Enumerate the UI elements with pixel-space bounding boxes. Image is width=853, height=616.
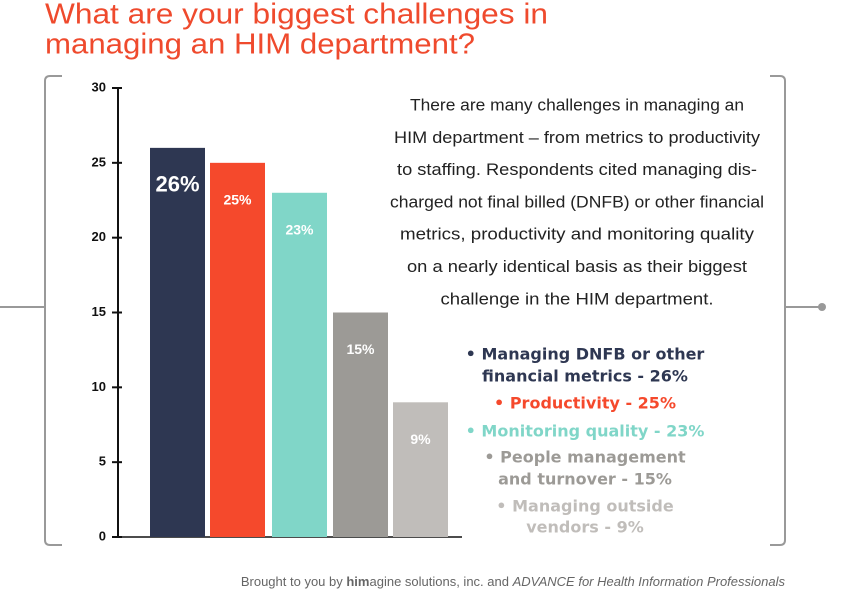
y-tick-label: 15 (92, 304, 106, 319)
legend-entry: financial metrics - 26% (482, 367, 688, 386)
right-bracket (770, 75, 786, 546)
bar (272, 192, 327, 537)
footer-publication: ADVANCE for Health Information Professio… (512, 574, 786, 589)
y-tick-label: 30 (92, 79, 106, 94)
legend-entry: • Managing DNFB or other (466, 345, 705, 364)
bar (150, 147, 205, 537)
bracket-frame (0, 75, 820, 546)
left-bracket (44, 75, 62, 546)
footer-text: Brought to you by (241, 574, 347, 589)
legend-entry: • People management (484, 448, 686, 467)
legend-entry: • Managing outside (496, 497, 674, 516)
description-line: challenge in the HIM department. (441, 289, 714, 308)
footer-brand: him (346, 574, 369, 589)
bar (210, 162, 265, 538)
legend-entry: • Monitoring quality - 23% (466, 422, 705, 441)
footer-text: agine solutions, inc. and (369, 574, 512, 589)
description-line: metrics, productivity and monitoring qua… (400, 225, 755, 244)
legend-entry: vendors - 9% (526, 518, 643, 537)
y-tick-label: 20 (92, 229, 106, 244)
y-tick-label: 10 (92, 379, 106, 394)
description-line: on a nearly identical basis as their big… (407, 257, 747, 276)
data-label: 25% (223, 192, 252, 208)
description-line: charged not final billed (DNFB) or other… (390, 192, 764, 211)
data-label: 9% (410, 431, 431, 447)
data-label: 15% (346, 341, 375, 357)
data-label: 23% (285, 221, 314, 237)
bar (393, 402, 448, 537)
description-line: There are many challenges in managing an (410, 95, 744, 114)
chart-title: What are your biggest challenges in (45, 0, 548, 31)
footer: Brought to you by himagine solutions, in… (241, 574, 786, 589)
description-line: HIM department – from metrics to product… (394, 128, 761, 147)
description-line: to staffing. Respondents cited managing … (397, 160, 757, 179)
y-tick-label: 5 (99, 454, 106, 469)
legend-entry: • Productivity - 25% (494, 394, 676, 413)
y-tick-label: 25 (92, 154, 106, 169)
bar (333, 312, 388, 537)
chart-title: managing an HIM department? (45, 29, 475, 61)
connector-dot (818, 303, 826, 311)
data-label: 26% (155, 172, 199, 197)
legend-entry: and turnover - 15% (498, 470, 672, 489)
y-tick-label: 0 (99, 528, 106, 543)
